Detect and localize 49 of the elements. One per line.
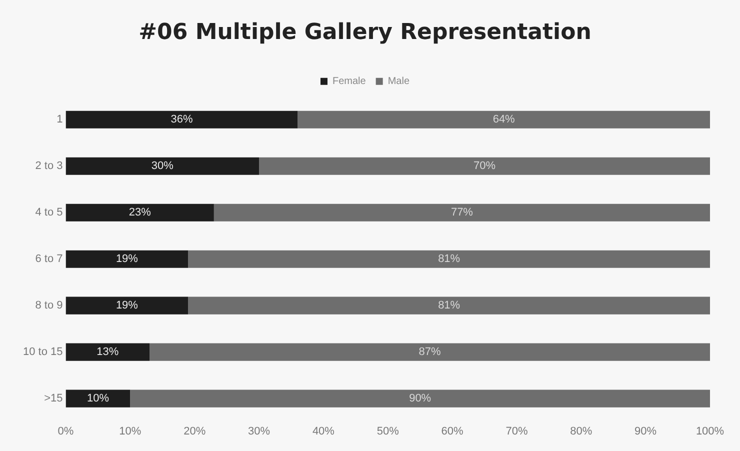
data-label: 77% [450, 206, 474, 219]
data-label: 87% [418, 346, 441, 358]
x-tick-label: 20% [184, 425, 206, 438]
x-tick-label: 50% [376, 425, 400, 438]
legend-label: Male [388, 76, 410, 88]
bar [66, 110, 298, 128]
x-tick-label: 90% [634, 425, 657, 438]
bar [150, 343, 710, 361]
bar [188, 250, 710, 268]
bar [259, 157, 710, 175]
data-label: 23% [128, 206, 152, 219]
y-tick-label: 1 [56, 114, 63, 126]
bar [66, 204, 214, 222]
bar [66, 390, 130, 408]
data-label: 19% [116, 253, 138, 266]
data-label: 36% [170, 114, 193, 126]
x-tick-label: 100% [696, 425, 724, 438]
data-label: 81% [438, 253, 460, 266]
chart-title: #06 Multiple Gallery Representation [138, 20, 592, 45]
y-tick-label: 8 to 9 [35, 300, 63, 312]
y-tick-label: >15 [44, 392, 63, 405]
data-label: 90% [409, 392, 432, 405]
bar [188, 296, 710, 314]
y-tick-label: 4 to 5 [35, 206, 63, 219]
x-tick-label: 0% [58, 425, 74, 438]
bar [66, 157, 260, 175]
data-label: 13% [96, 346, 119, 358]
y-tick-label: 6 to 7 [35, 253, 63, 266]
data-label: 30% [151, 160, 174, 172]
y-tick-label: 2 to 3 [35, 160, 63, 172]
x-tick-label: 80% [570, 425, 592, 438]
bar [214, 204, 710, 222]
x-tick-label: 30% [248, 425, 270, 438]
x-tick-label: 70% [506, 425, 528, 438]
data-label: 64% [492, 114, 516, 126]
data-label: 19% [116, 300, 138, 312]
legend-label: Female [332, 76, 366, 88]
bar [66, 343, 150, 361]
data-label: 70% [474, 160, 496, 172]
bar [130, 390, 710, 408]
x-tick-label: 40% [312, 425, 335, 438]
x-tick-label: 60% [441, 425, 464, 438]
x-tick-label: 10% [119, 425, 142, 438]
bar [66, 250, 188, 268]
bar [66, 296, 188, 314]
data-label: 81% [438, 300, 460, 312]
bar [298, 110, 710, 128]
data-label: 10% [86, 392, 110, 405]
y-tick-label: 10 to 15 [22, 346, 63, 358]
